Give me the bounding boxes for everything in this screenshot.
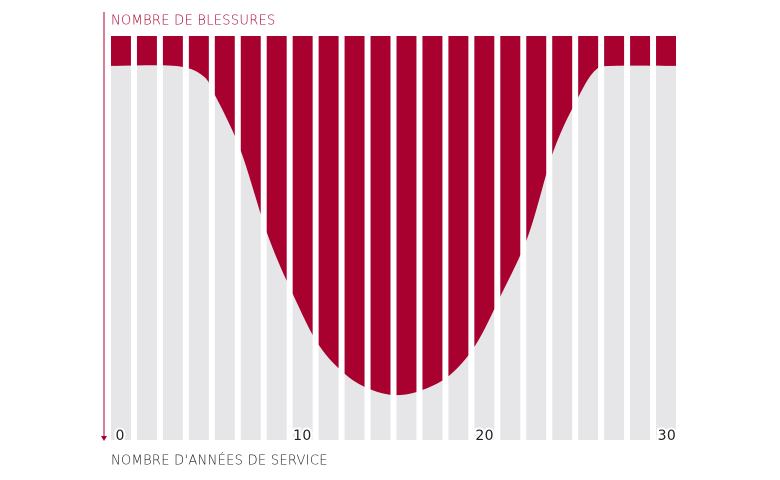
column xyxy=(656,36,676,440)
column xyxy=(214,36,235,440)
x-tick-label: 30 xyxy=(658,428,676,444)
x-tick-label: 0 xyxy=(116,428,125,444)
column xyxy=(162,36,183,440)
column xyxy=(630,36,651,440)
y-axis-arrow xyxy=(101,436,107,441)
column xyxy=(604,36,625,440)
x-tick-label: 20 xyxy=(475,428,493,444)
x-tick-label: 10 xyxy=(293,428,311,444)
column xyxy=(188,36,209,440)
column xyxy=(111,36,131,440)
columns xyxy=(111,36,676,440)
x-axis-title: NOMBRE D'ANNÉES DE SERVICE xyxy=(111,453,328,469)
column xyxy=(578,36,599,440)
column xyxy=(136,36,157,440)
y-axis-title: NOMBRE DE BLESSURES xyxy=(111,14,276,29)
